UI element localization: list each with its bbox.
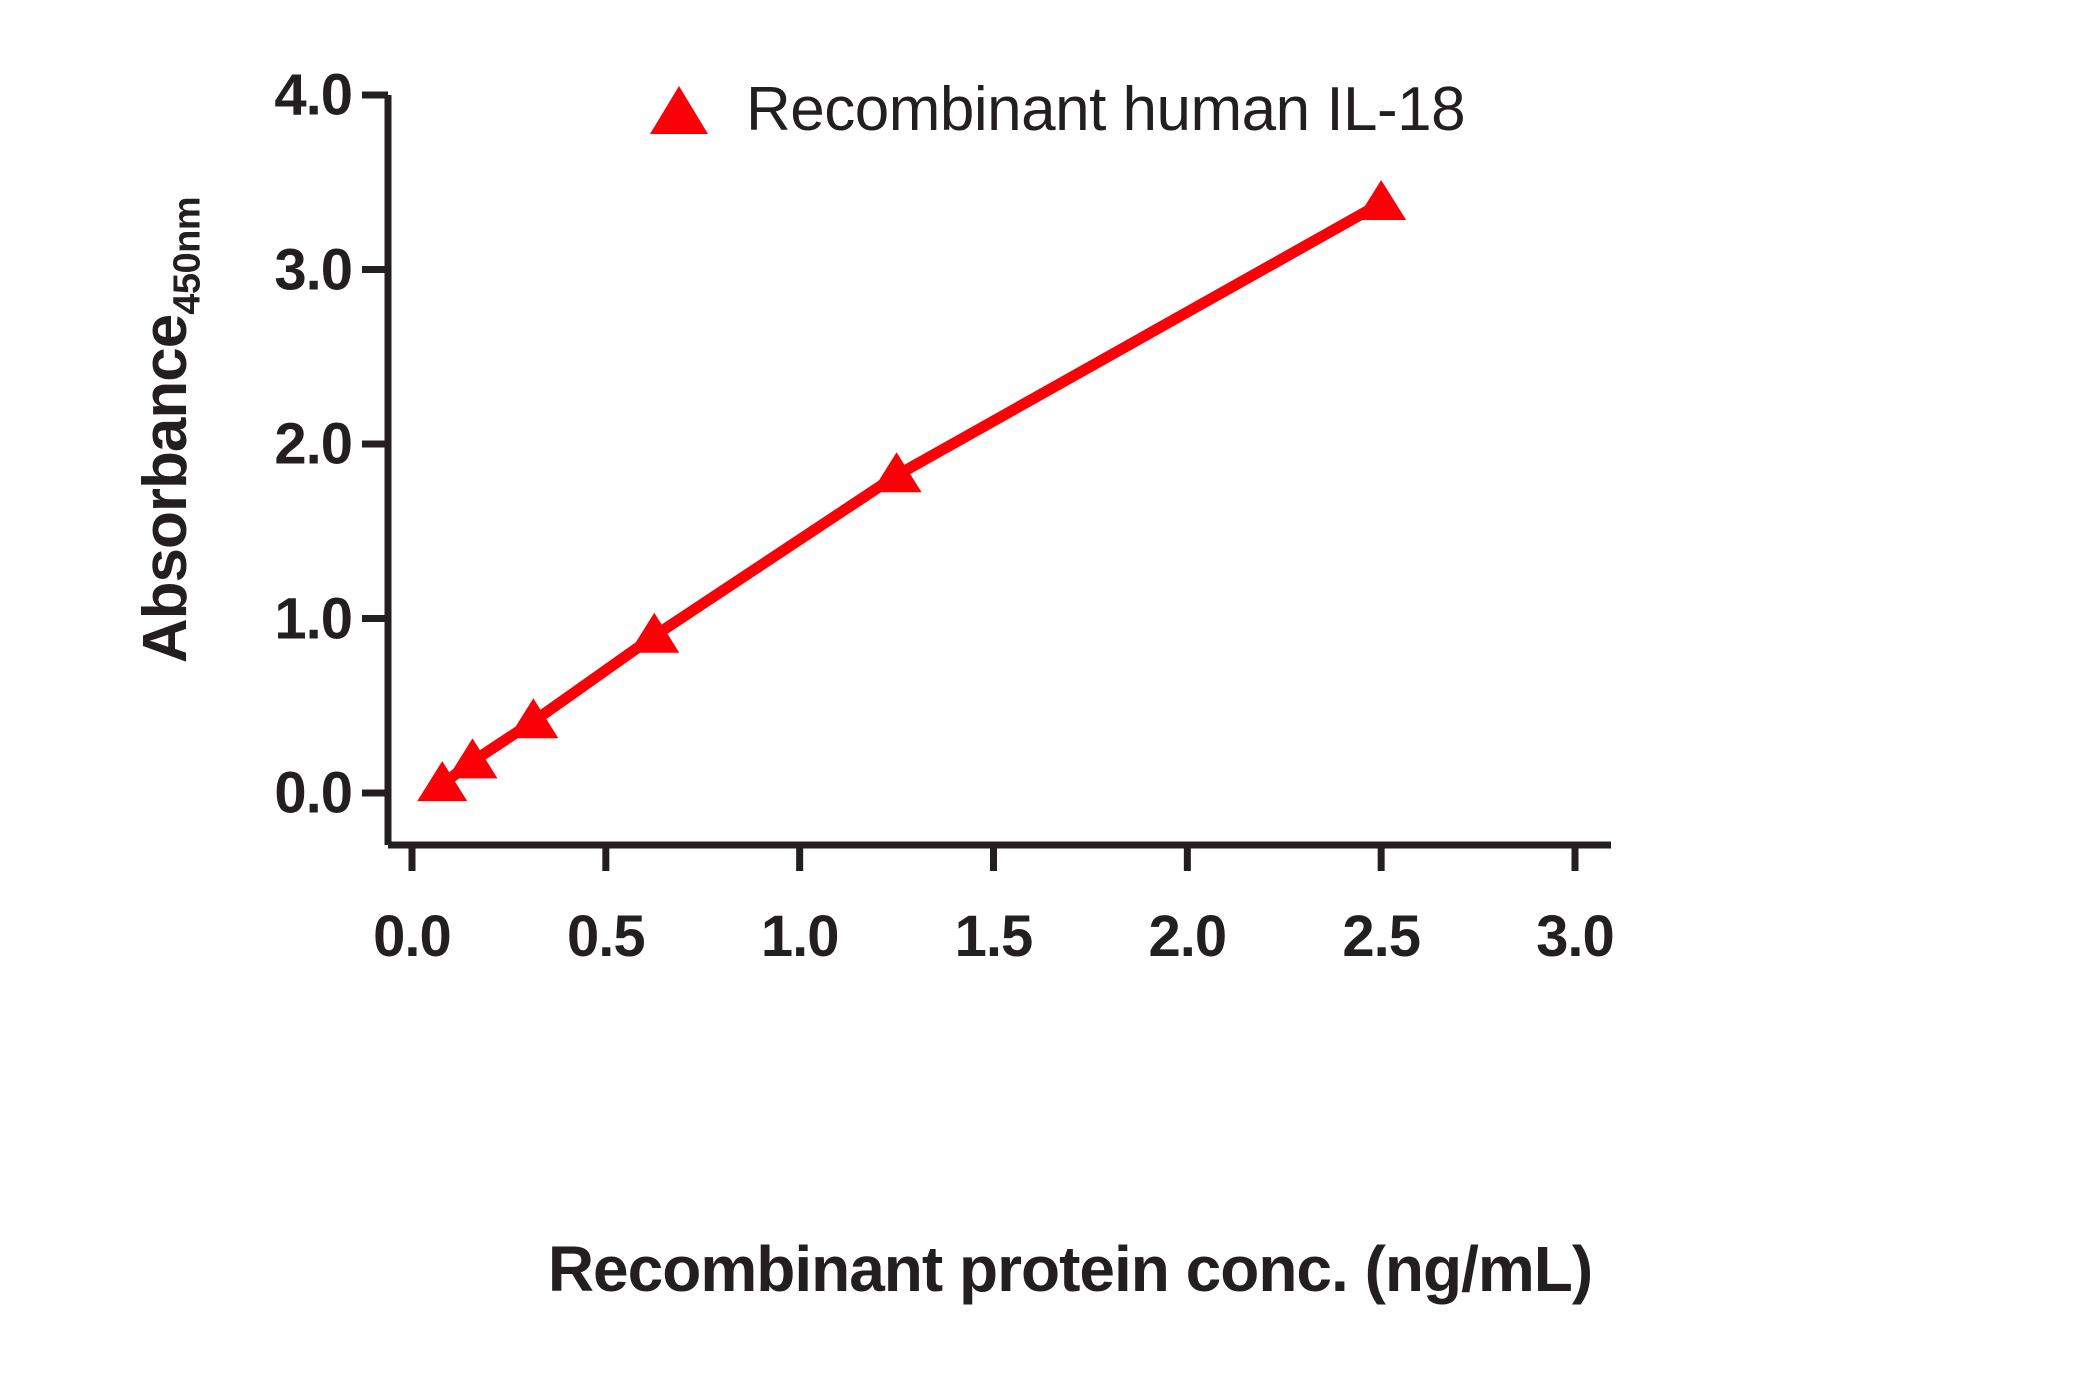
y-axis-title: Absorbance450nm	[130, 197, 209, 663]
x-tick-label: 0.5	[567, 904, 646, 969]
x-tick-label: 3.0	[1536, 904, 1615, 969]
legend-entry-label: Recombinant human IL-18	[746, 75, 1466, 144]
x-tick-label: 1.5	[954, 904, 1034, 969]
x-tick-label: 1.0	[760, 904, 840, 969]
series-line-group	[436, 197, 1387, 790]
y-tick-label: 1.0	[274, 586, 353, 651]
x-tick-label: 2.5	[1342, 904, 1421, 969]
y-tick-label: 4.0	[274, 62, 353, 128]
series-marker-group	[417, 179, 1407, 802]
axis-lines	[384, 95, 1611, 849]
x-axis-title: Recombinant protein conc. (ng/mL)	[547, 1233, 1593, 1305]
y-tick-label: 2.0	[274, 411, 353, 477]
y-axis-title-subscript: 450nm	[166, 196, 209, 315]
y-axis-title-text: Absorbance	[131, 314, 200, 664]
triangle-up-marker-icon	[650, 85, 708, 134]
tick-marks	[362, 91, 1579, 871]
y-tick-label: 3.0	[274, 237, 353, 302]
x-tick-label: 0.0	[373, 904, 452, 969]
y-tick-label: 0.0	[274, 760, 353, 826]
chart-legend: Recombinant human IL-18	[650, 74, 1466, 145]
x-tick-label: 2.0	[1148, 904, 1228, 969]
